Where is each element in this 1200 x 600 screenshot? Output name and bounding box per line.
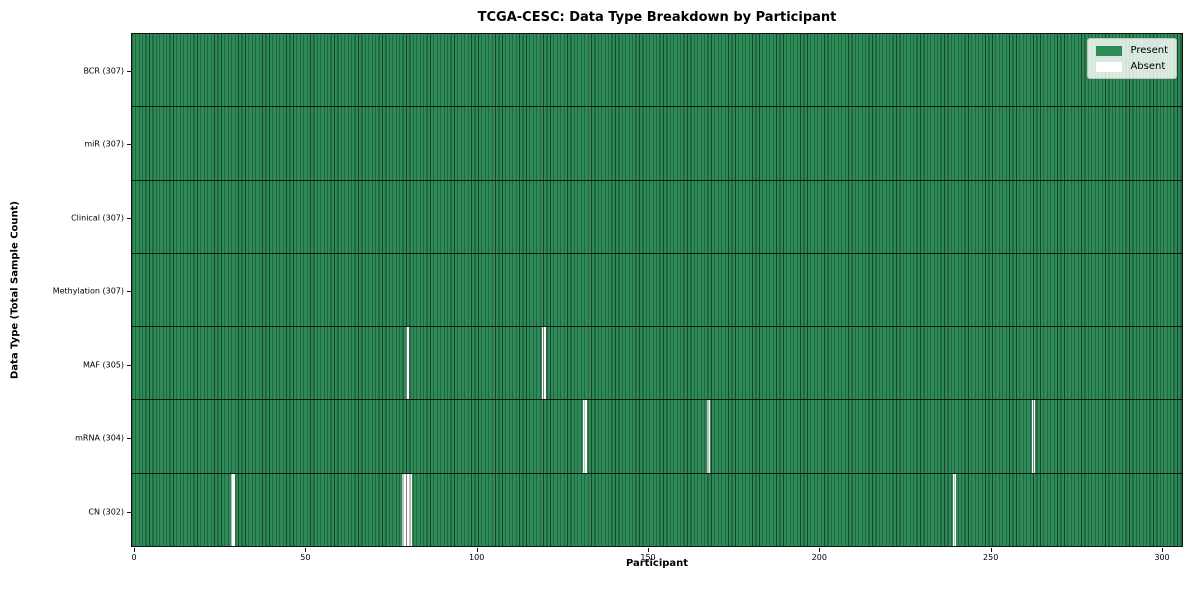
x-tick-label: 50 <box>300 553 311 562</box>
chart-title: TCGA-CESC: Data Type Breakdown by Partic… <box>477 10 837 25</box>
heatmap-row-bcr <box>132 34 1182 108</box>
x-tick-mark <box>990 548 992 552</box>
plot-area: Present Absent <box>131 33 1183 547</box>
y-tick-mark <box>127 144 131 146</box>
absent-cell <box>405 327 410 400</box>
legend: Present Absent <box>1087 38 1177 79</box>
x-tick-mark <box>305 548 307 552</box>
heatmap-row-clinical <box>132 180 1182 254</box>
absent-cell <box>231 473 235 546</box>
absent-swatch <box>1096 61 1123 72</box>
x-axis-label: Participant <box>625 558 689 569</box>
heatmap-row-mrna <box>132 400 1182 474</box>
x-tick-label: 100 <box>469 553 485 562</box>
x-tick-label: 0 <box>131 553 137 562</box>
y-tick-label: Clinical (307) <box>71 213 124 223</box>
y-tick-label: CN (302) <box>88 507 124 517</box>
y-tick-label: MAF (305) <box>82 360 124 370</box>
y-tick-mark <box>127 364 131 366</box>
absent-cell <box>1031 400 1035 473</box>
x-tick-mark <box>819 548 821 552</box>
legend-entry-absent: Absent <box>1096 61 1168 72</box>
x-tick-label: 300 <box>1154 553 1170 562</box>
x-tick-mark <box>476 548 478 552</box>
y-tick-mark <box>127 217 131 219</box>
heatmap-row-cn <box>132 473 1182 546</box>
y-tick-mark <box>127 511 131 513</box>
x-tick-label: 250 <box>983 553 999 562</box>
y-tick-label: miR (307) <box>84 139 124 149</box>
y-tick-mark <box>127 71 131 72</box>
absent-cell <box>409 473 413 546</box>
x-tick-label: 150 <box>640 553 656 562</box>
legend-label-present: Present <box>1130 45 1168 56</box>
heatmap-row-methylation <box>132 253 1182 328</box>
legend-entry-present: Present <box>1096 45 1168 56</box>
heatmap-row-mir <box>132 107 1182 181</box>
x-tick-mark <box>648 548 650 552</box>
heatmap-row-maf <box>132 327 1182 401</box>
absent-cell <box>542 327 546 400</box>
present-swatch <box>1096 45 1123 56</box>
x-tick-mark <box>1162 548 1164 552</box>
absent-cell <box>583 400 587 473</box>
legend-label-absent: Absent <box>1130 61 1166 72</box>
y-tick-label: BCR (307) <box>83 66 124 76</box>
absent-cell <box>952 473 957 546</box>
x-tick-label: 200 <box>811 553 827 562</box>
y-tick-mark <box>127 438 131 440</box>
heatmap-rows <box>132 34 1182 546</box>
absent-cell <box>706 400 710 473</box>
y-tick-label: Methylation (307) <box>52 286 124 296</box>
y-tick-mark <box>127 291 131 293</box>
y-tick-label: mRNA (304) <box>75 433 124 443</box>
x-tick-mark <box>134 548 135 552</box>
